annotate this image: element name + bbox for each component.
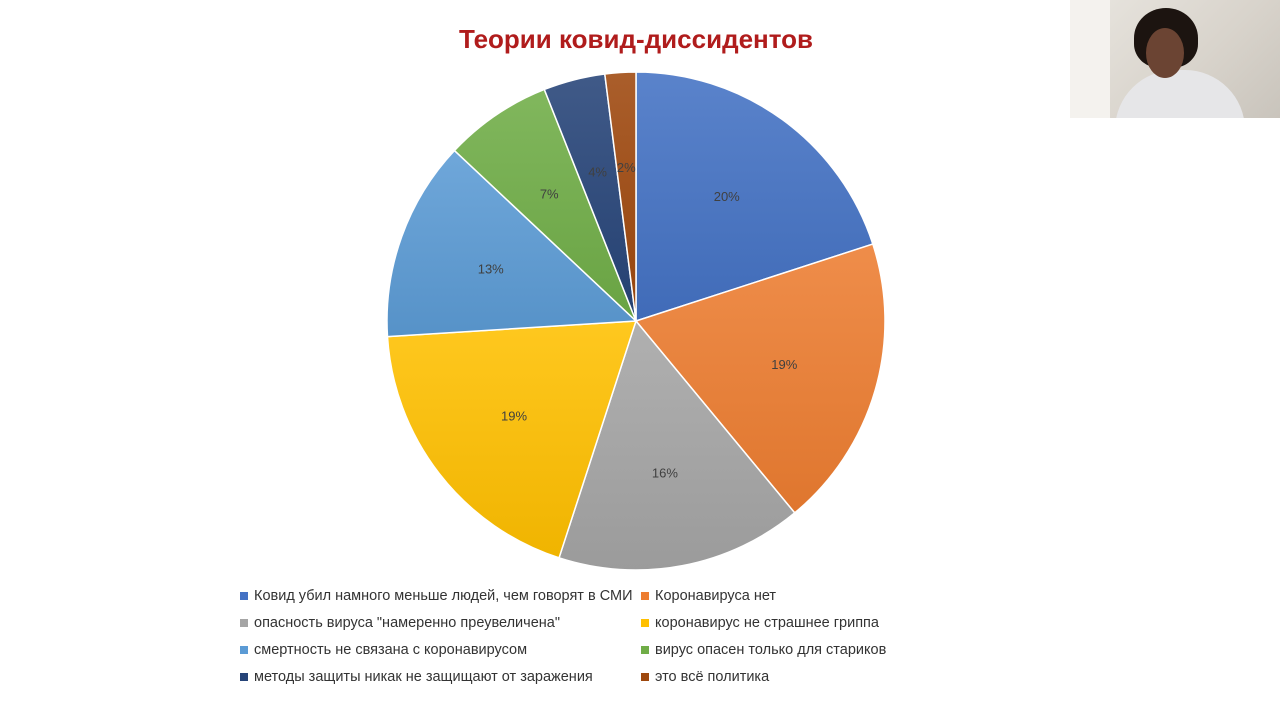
slice-data-label: 19% [501, 409, 527, 424]
webcam-video-feed [1070, 0, 1280, 118]
pie-slice [453, 88, 637, 322]
legend-item: Ковид убил намного меньше людей, чем гов… [240, 587, 641, 605]
legend-label: методы защиты никак не защищают от зараж… [254, 669, 593, 685]
pie-slice [386, 149, 638, 338]
legend-item: коронавирус не страшнее гриппа [641, 614, 920, 632]
slice-data-label: 7% [540, 186, 559, 201]
legend-item: опасность вируса "намеренно преувеличена… [240, 614, 641, 632]
legend-swatch [240, 673, 248, 681]
pie-slice [603, 71, 637, 322]
legend-item: вирус опасен только для стариков [641, 641, 920, 659]
legend-label: Коронавируса нет [655, 588, 777, 604]
legend-swatch [240, 592, 248, 600]
legend-swatch [641, 592, 649, 600]
legend-item: методы защиты никак не защищают от зараж… [240, 668, 641, 686]
chart-legend: Ковид убил намного меньше людей, чем гов… [240, 587, 920, 686]
legend-item: Коронавируса нет [641, 587, 920, 605]
slice-data-label: 16% [652, 466, 678, 481]
legend-swatch [641, 673, 649, 681]
pie-slice [635, 71, 874, 323]
legend-label: Ковид убил намного меньше людей, чем гов… [254, 588, 633, 604]
chart-title: Теории ковид-диссидентов [459, 24, 813, 54]
legend-label: смертность не связана с коронавирусом [254, 642, 528, 658]
legend-item: смертность не связана с коронавирусом [240, 641, 641, 659]
slice-data-label: 4% [588, 164, 607, 179]
legend-item: это всё политика [641, 668, 920, 686]
slice-data-label: 2% [617, 160, 636, 175]
legend-label: коронавирус не страшнее гриппа [655, 615, 879, 631]
legend-label: вирус опасен только для стариков [655, 642, 887, 658]
pie-chart: 20% 19% 16% 19% 13% 7% 4% 2% [386, 71, 886, 571]
slice-data-label: 13% [478, 262, 504, 277]
slice-data-label: 19% [771, 357, 797, 372]
legend-swatch [240, 619, 248, 627]
pie-slice [634, 243, 886, 514]
slice-data-label: 20% [714, 189, 740, 204]
pie-slice [386, 320, 638, 559]
legend-label: это всё политика [655, 669, 770, 685]
legend-label: опасность вируса "намеренно преувеличена… [254, 615, 560, 631]
legend-swatch [240, 646, 248, 654]
legend-swatch [641, 646, 649, 654]
pie-slice [558, 319, 796, 571]
legend-swatch [641, 619, 649, 627]
